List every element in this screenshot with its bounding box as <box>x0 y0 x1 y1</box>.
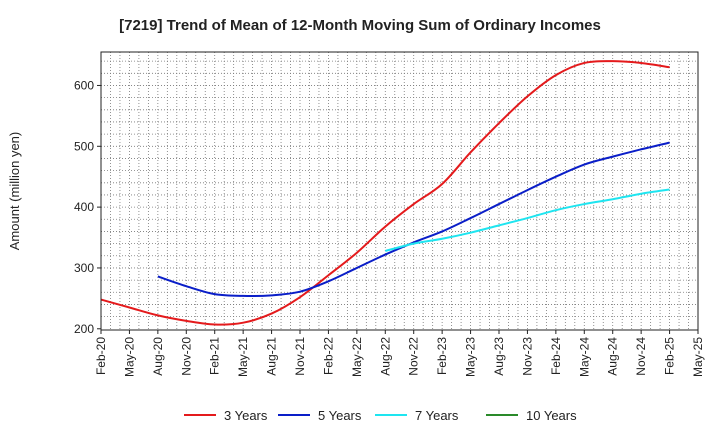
y-tick-label: 400 <box>74 200 94 214</box>
x-tick-label: Nov-22 <box>407 337 421 376</box>
x-tick-label: Nov-24 <box>634 337 648 376</box>
y-axis-label: Amount (million yen) <box>7 132 22 251</box>
x-tick-label: May-21 <box>236 337 250 377</box>
x-tick-label: May-25 <box>691 337 705 377</box>
x-tick-label: Feb-24 <box>549 337 563 375</box>
legend-label-5-years: 5 Years <box>318 408 362 423</box>
series-lines <box>100 60 670 326</box>
x-tick-label: Nov-20 <box>179 337 193 376</box>
plot-frame <box>100 51 699 331</box>
x-tick-label: May-22 <box>350 337 364 377</box>
legend: 3 Years 5 Years 7 Years 10 Years <box>184 408 577 423</box>
series-line-7-years <box>385 188 670 252</box>
x-tick-label: Nov-23 <box>520 337 534 376</box>
x-tick-label: Feb-21 <box>208 337 222 375</box>
x-tick-label: Aug-24 <box>606 337 620 376</box>
chart-title: [7219] Trend of Mean of 12-Month Moving … <box>119 17 601 34</box>
x-tick-label: Aug-20 <box>151 337 165 376</box>
x-ticks: Feb-20 May-20 Aug-20 Nov-20 Feb-21 May-21 Aug-… <box>94 330 705 377</box>
x-tick-label: Aug-21 <box>265 337 279 376</box>
legend-label-7-years: 7 Years <box>415 408 459 423</box>
x-tick-label: Aug-22 <box>378 337 392 376</box>
gridlines <box>100 52 699 330</box>
x-tick-label: May-24 <box>577 337 591 377</box>
y-tick-label: 300 <box>74 261 94 275</box>
y-tick-label: 200 <box>74 322 94 336</box>
x-tick-label: Feb-23 <box>435 337 449 375</box>
legend-label-3-years: 3 Years <box>224 408 268 423</box>
y-tick-label: 500 <box>74 139 94 153</box>
x-tick-label: May-20 <box>122 337 136 377</box>
series-line-5-years <box>157 141 670 298</box>
x-tick-label: May-23 <box>464 337 478 377</box>
series-line-3-years <box>100 60 670 326</box>
x-tick-label: Feb-22 <box>321 337 335 375</box>
x-tick-label: Feb-25 <box>663 337 677 375</box>
legend-label-10-years: 10 Years <box>526 408 577 423</box>
y-tick-label: 600 <box>74 78 94 92</box>
y-ticks: 200 300 400 500 600 <box>74 78 101 336</box>
x-tick-label: Feb-20 <box>94 337 108 375</box>
x-tick-label: Aug-23 <box>492 337 506 376</box>
x-tick-label: Nov-21 <box>293 337 307 376</box>
